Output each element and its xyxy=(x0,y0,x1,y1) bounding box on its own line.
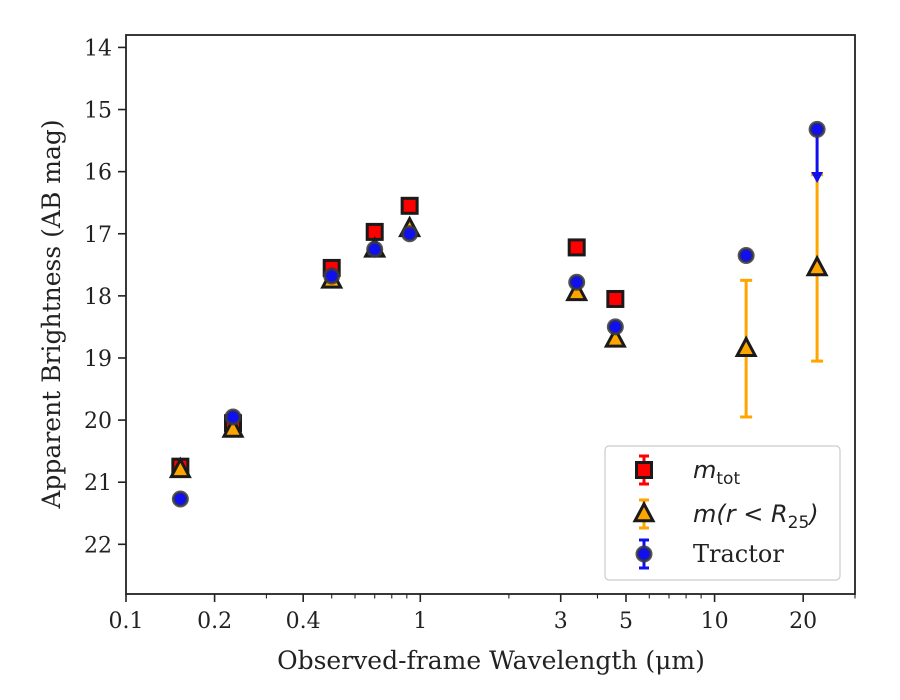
legend-marker-triangle xyxy=(632,500,656,523)
legend-box xyxy=(604,445,841,581)
data-point xyxy=(737,246,755,264)
x-axis-label: Observed-frame Wavelength (μm) xyxy=(277,646,705,675)
data-point xyxy=(171,490,189,508)
data-point xyxy=(323,267,341,285)
x-axis-ticks: 0.1 0.2 0.4 1 3 5 10 20 xyxy=(109,594,856,634)
data-point xyxy=(565,279,589,302)
x-tick-label: 0.1 xyxy=(109,609,144,634)
x-tick-label: 20 xyxy=(789,609,817,634)
series-circle xyxy=(171,120,826,508)
x-tick-label: 0.4 xyxy=(286,609,321,634)
plot-border xyxy=(125,34,856,595)
legend-marker-circle xyxy=(635,545,653,563)
data-point xyxy=(168,456,192,479)
x-tick-label: 10 xyxy=(701,609,729,634)
y-tick-label: 21 xyxy=(84,471,112,496)
y-tick-label: 20 xyxy=(84,409,112,434)
data-point xyxy=(568,273,586,291)
legend-label: Tractor xyxy=(693,540,784,568)
series-triangle xyxy=(168,173,829,479)
y-tick-label: 15 xyxy=(84,99,112,124)
data-point xyxy=(734,335,758,357)
data-point xyxy=(805,254,829,277)
legend-label: mtot xyxy=(693,456,740,489)
data-point xyxy=(603,326,627,348)
data-points xyxy=(168,120,829,508)
data-point xyxy=(401,225,419,243)
y-axis-ticks: 14 15 16 17 18 19 20 21 22 xyxy=(84,36,126,558)
y-tick-label: 14 xyxy=(84,36,112,61)
x-tick-label: 5 xyxy=(619,609,633,634)
y-tick-label: 16 xyxy=(84,161,112,186)
y-tick-label: 19 xyxy=(84,347,112,372)
data-point xyxy=(808,120,826,138)
x-tick-label: 1 xyxy=(413,609,427,634)
data-point xyxy=(606,289,625,308)
x-tick-label: 3 xyxy=(554,609,568,634)
legend-marker-square xyxy=(635,461,653,479)
plot-frame xyxy=(125,34,856,595)
data-point xyxy=(567,238,586,257)
limit-arrow-head xyxy=(811,171,824,183)
y-tick-label: 22 xyxy=(84,533,112,558)
y-axis-label: Apparent Brightness (AB mag) xyxy=(37,119,66,509)
x-tick-label: 0.2 xyxy=(197,609,232,634)
y-tick-label: 18 xyxy=(84,285,112,310)
data-point xyxy=(400,196,419,215)
data-point xyxy=(606,318,624,336)
data-point xyxy=(221,416,245,438)
data-point xyxy=(366,240,384,258)
legend-label: m(r < R25) xyxy=(693,500,819,533)
y-tick-label: 17 xyxy=(84,223,112,248)
legend: mtot m(r < R25) Tractor xyxy=(604,445,841,581)
data-point xyxy=(224,408,242,426)
